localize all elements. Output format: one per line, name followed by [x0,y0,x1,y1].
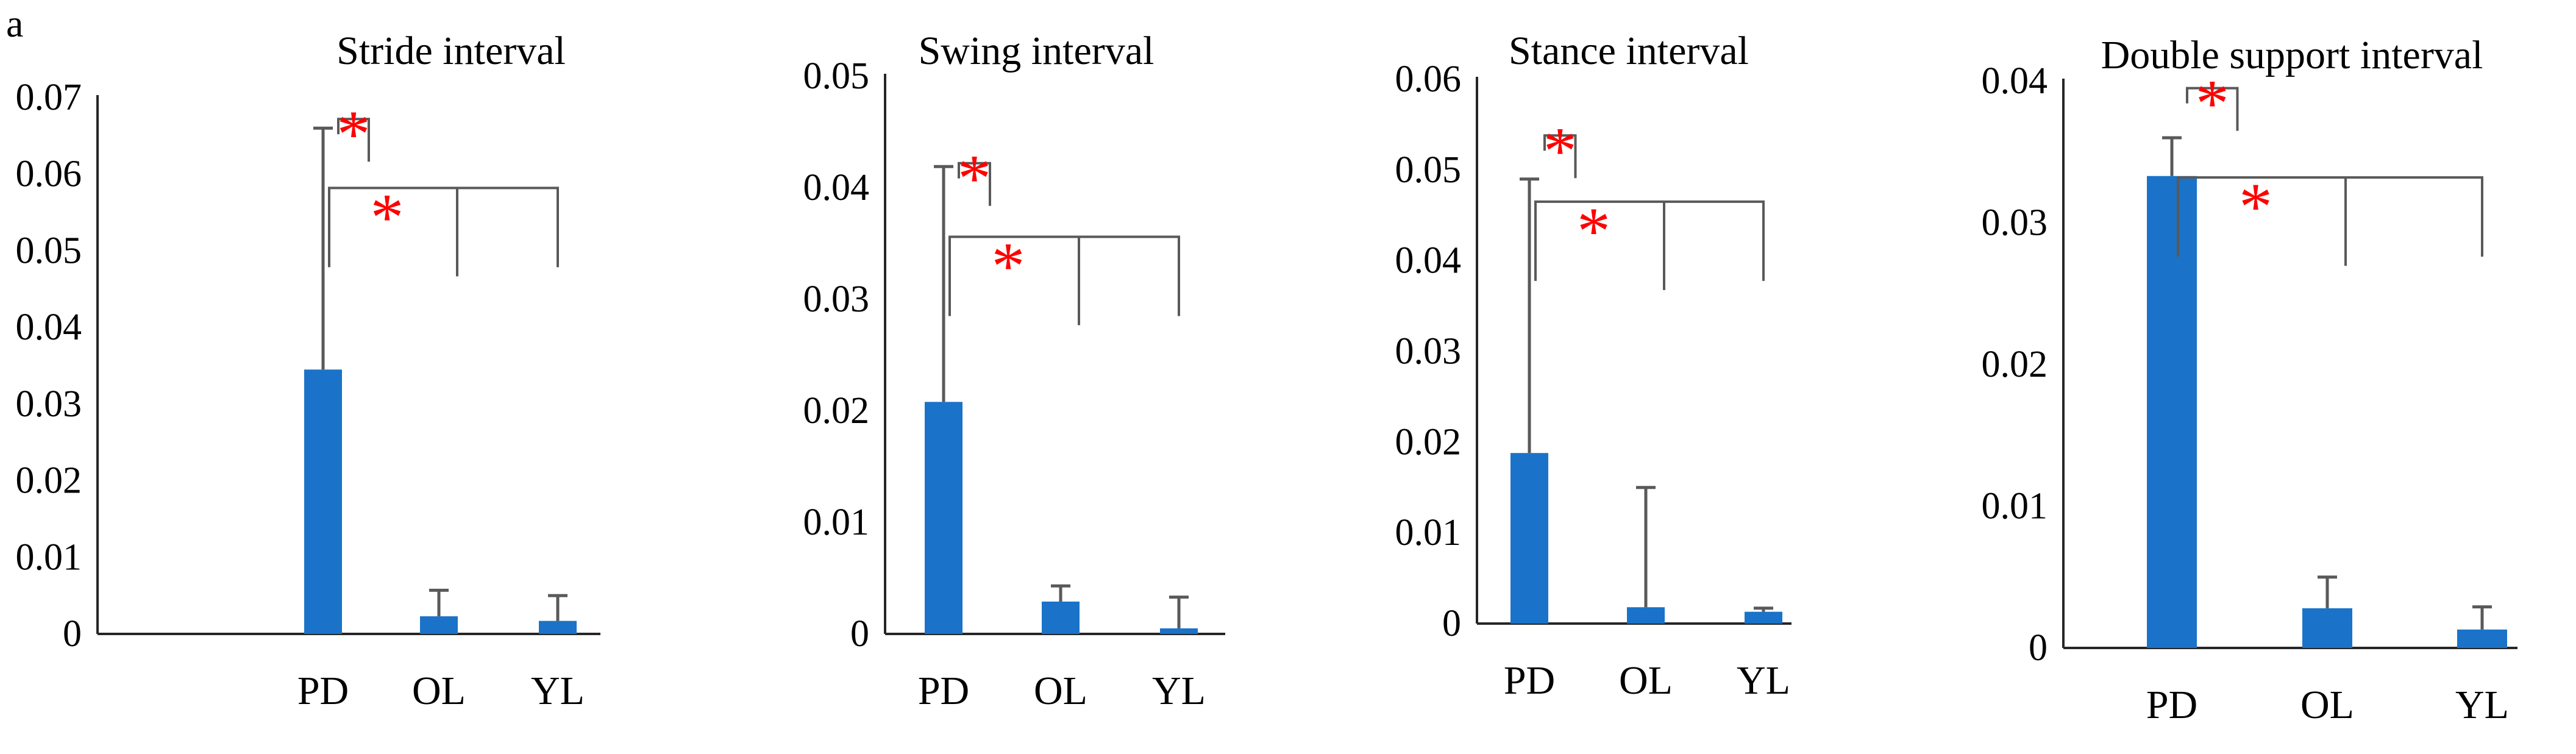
chart-2: Swing interval 0 0.01 0.02 0.03 0.04 0.05 PD OL Y… [803,29,1225,713]
y-tick-label: 0.03 [1982,202,2048,244]
y-tick-label: 0.07 [16,77,82,118]
x-tick-label: PD [918,669,969,713]
y-tick-label: 0.01 [1982,486,2048,527]
x-tick-label: PD [1504,658,1555,703]
bar-pd [2147,176,2197,648]
panel-label: a [6,2,23,45]
y-tick-label: 0 [63,613,82,655]
bar-pd [304,369,342,634]
x-tick-label: YL [1737,658,1790,703]
x-tick-label: PD [2146,683,2197,727]
bar-ol [420,616,458,634]
y-tick-label: 0.01 [16,536,82,578]
bar-ol [1042,601,1080,634]
y-tick-label: 0.02 [1395,421,1462,463]
bar-ol [1627,607,1665,624]
significance-asterisk: * [2196,66,2229,141]
significance-asterisk: * [371,180,404,254]
significance-bracket-pd-others [328,187,559,268]
bar-yl [539,621,577,634]
significance-bracket-pd-others [1534,200,1765,281]
significance-bracket-pd-ol [1543,134,1577,179]
y-tick-label: 0.05 [1395,149,1462,191]
chart-title-stride: Stride interval [336,29,566,73]
bar-ol [2302,608,2352,648]
y-tick-label: 0.03 [803,279,870,320]
y-tick-label: 0.05 [16,230,82,271]
chart-title-double-support: Double support interval [2101,33,2483,77]
y-tick-label: 0.02 [16,460,82,502]
x-tick-label: OL [2300,683,2354,727]
significance-asterisk: * [992,229,1025,304]
x-tick-label: YL [531,669,585,713]
bar-yl [1160,628,1198,634]
chart-4: Double support interval 0 0.01 0.02 0.03 0.04… [1982,33,2517,727]
y-tick-label: 0.04 [1982,60,2048,102]
chart-title-stance: Stance interval [1509,29,1749,73]
y-tick-label: 0.02 [1982,344,2048,385]
significance-asterisk: * [337,97,371,171]
y-tick-label: 0 [1442,603,1461,644]
chart-1: Stride interval 0 0.01 0.02 0.03 0.04 0.05 0.06… [16,29,600,713]
x-tick-label: YL [2455,683,2509,727]
chart-title-swing: Swing interval [919,29,1155,73]
y-tick-label: 0.02 [803,390,870,432]
y-tick-label: 0.05 [803,55,870,97]
y-tick-label: 0.03 [16,383,82,425]
significance-bracket-pd-ol [2186,87,2239,131]
chart-3: Stance interval 0 0.01 0.02 0.03 0.04 0.05 0.06… [1395,29,1791,703]
significance-asterisk: * [2239,169,2272,244]
significance-asterisk: * [958,141,991,216]
significance-bracket-pd-ol [337,118,370,162]
bar-pd [925,402,962,634]
y-tick-label: 0 [2029,627,2048,669]
y-tick-label: 0.01 [803,502,870,543]
significance-asterisk: * [1577,194,1610,268]
bar-yl [2457,629,2507,648]
x-tick-label: OL [1034,669,1087,713]
y-tick-label: 0.04 [1395,240,1462,282]
significance-bracket-pd-others [2177,176,2483,257]
bar-pd [1510,453,1548,624]
bar-yl [1745,611,1782,624]
x-tick-label: OL [412,669,466,713]
significance-asterisk: * [1543,113,1577,188]
y-tick-label: 0.06 [1395,59,1462,100]
y-tick-label: 0.04 [803,167,870,208]
significance-bracket-pd-others [948,235,1180,316]
x-tick-label: OL [1619,658,1673,703]
y-tick-label: 0.03 [1395,331,1462,372]
y-tick-label: 0.04 [16,307,82,348]
y-tick-label: 0.01 [1395,512,1462,553]
x-tick-label: PD [297,669,349,713]
significance-bracket-pd-ol [958,162,991,206]
y-tick-label: 0 [850,613,869,655]
x-tick-label: YL [1152,669,1206,713]
y-tick-label: 0.06 [16,154,82,195]
